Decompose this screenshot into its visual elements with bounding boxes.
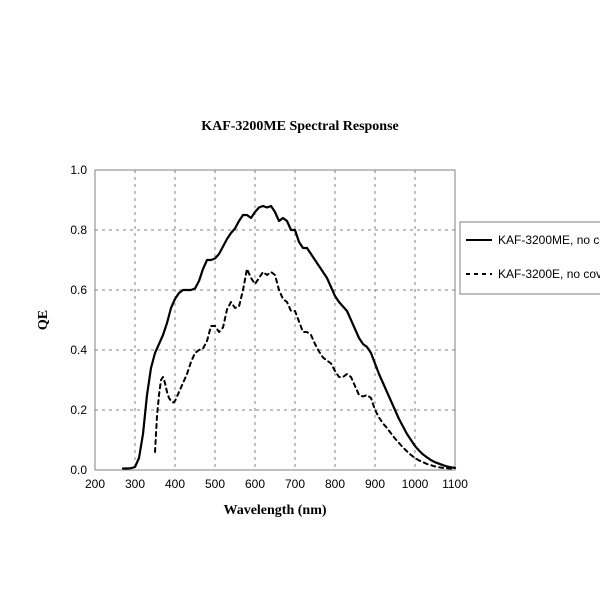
x-axis-label: Wavelength (nm): [223, 503, 326, 518]
y-tick-label: 0.6: [70, 283, 87, 297]
y-tick-label: 1.0: [70, 163, 87, 177]
y-axis-label: QE: [36, 310, 51, 330]
x-tick-label: 400: [165, 477, 185, 491]
x-tick-label: 300: [125, 477, 145, 491]
x-tick-label: 500: [205, 477, 225, 491]
data-series: [123, 206, 455, 469]
chart-title: KAF-3200ME Spectral Response: [201, 119, 399, 134]
x-tick-label: 700: [285, 477, 305, 491]
y-tick-label: 0.8: [70, 223, 87, 237]
y-tick-labels: 0.0 0.2 0.4 0.6 0.8 1.0: [70, 163, 87, 477]
y-tick-label: 0.2: [70, 403, 87, 417]
legend-label: KAF-3200ME, no coverglass: [498, 233, 600, 247]
x-tick-labels: 200 300 400 500 600 700 800 900 1000 1100: [85, 477, 468, 491]
x-tick-label: 800: [325, 477, 345, 491]
legend: KAF-3200ME, no coverglass KAF-3200E, no c…: [460, 222, 600, 294]
x-tick-label: 600: [245, 477, 265, 491]
x-tick-label: 200: [85, 477, 105, 491]
chart-container: KAF-3200ME Spectral Response 200 300 400 50…: [0, 0, 600, 600]
legend-label: KAF-3200E, no coverglass: [498, 267, 600, 281]
chart-svg: KAF-3200ME Spectral Response 200 300 400 50…: [0, 0, 600, 600]
series-line-me: [123, 206, 455, 469]
y-tick-label: 0.4: [70, 343, 87, 357]
x-tick-label: 1100: [442, 477, 468, 491]
y-tick-label: 0.0: [70, 463, 87, 477]
x-tick-label: 900: [365, 477, 385, 491]
x-tick-label: 1000: [402, 477, 429, 491]
